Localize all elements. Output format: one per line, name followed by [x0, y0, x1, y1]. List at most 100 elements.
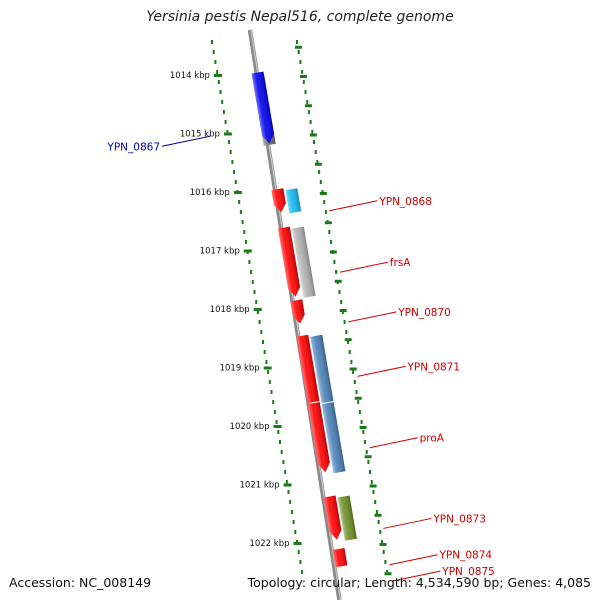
ruler-dot: [381, 540, 383, 544]
gene-label: YPN_0873: [432, 513, 486, 525]
ruler-dot: [231, 160, 234, 164]
ruler-dot: [273, 410, 276, 414]
ruler-tick: [283, 483, 292, 487]
ruler-dot: [265, 360, 268, 364]
ruler-dot: [296, 40, 298, 44]
ruler-dot: [350, 360, 353, 364]
label-leader-line: [161, 135, 211, 147]
tick-label: 1019 kbp: [220, 364, 260, 374]
ruler-minor-tick: [379, 543, 387, 546]
label-leader-line: [348, 311, 397, 323]
ruler-dot: [268, 380, 271, 384]
label-leader-line: [383, 517, 432, 529]
ruler-dot: [248, 260, 251, 264]
ruler-dot: [335, 270, 338, 274]
ruler-tick: [213, 74, 222, 77]
ruler-dot: [348, 350, 351, 354]
label-leader-line: [339, 261, 388, 273]
ruler-dot: [251, 280, 254, 284]
ruler-dot: [333, 260, 336, 264]
ruler-dot: [358, 410, 361, 414]
ruler-dot: [362, 430, 365, 434]
ruler-minor-tick: [324, 221, 332, 225]
ruler-dot: [229, 150, 232, 154]
ruler-dot: [217, 80, 220, 84]
ruler-dot: [297, 550, 300, 554]
ruler-dot: [313, 140, 315, 144]
ruler-dot: [250, 270, 253, 274]
ruler-dot: [304, 90, 307, 94]
ruler-dot: [285, 480, 288, 484]
gene-feature: [323, 495, 342, 540]
tick-label: 1016 kbp: [190, 188, 230, 198]
ruler-dot: [367, 460, 370, 464]
ruler-dot: [234, 180, 237, 184]
gene-feature: [290, 299, 305, 324]
tick-label: 1021 kbp: [240, 481, 280, 491]
ruler-dot: [260, 330, 263, 334]
ruler-dot: [324, 210, 327, 214]
ruler-minor-tick: [364, 455, 372, 459]
ruler-tick: [243, 249, 252, 253]
gene-feature: [277, 226, 301, 297]
ruler-dot: [343, 320, 346, 324]
ruler-minor-tick: [369, 484, 377, 488]
gene-feature: [271, 188, 286, 213]
ruler-dot: [375, 510, 378, 514]
gene-label: YPN_0875: [441, 566, 495, 578]
ruler-minor-tick: [299, 75, 307, 78]
ruler-dot: [292, 520, 295, 524]
ruler-dot: [212, 50, 215, 54]
ruler-dot: [222, 110, 225, 114]
ruler-dot: [263, 350, 266, 354]
ruler-dot: [221, 100, 224, 104]
ruler-tick: [223, 132, 232, 136]
gene-label: YPN_0874: [438, 550, 492, 562]
feature-track: [251, 71, 357, 568]
gene-feature: [321, 402, 346, 474]
ruler-dot: [256, 310, 259, 314]
gene-label: YPN_0867: [106, 141, 160, 153]
ruler-minor-tick: [374, 513, 382, 517]
ruler-dot: [316, 160, 319, 164]
ruler-dot: [272, 400, 275, 404]
ruler-ticks: 1014 kbp 1015 kbp 1016 kbp 1017 kbp 1018 kbp…: [170, 45, 392, 576]
ruler-dot: [219, 90, 222, 94]
ruler-minor-tick: [349, 367, 357, 371]
ruler-dot: [289, 500, 292, 504]
tick-label: 1022 kbp: [249, 539, 289, 549]
ruler-minor-tick: [334, 279, 342, 283]
ruler-dot: [369, 470, 372, 474]
gene-feature: [285, 188, 302, 214]
tick-label: 1017 kbp: [200, 247, 240, 257]
ruler-minor-tick: [339, 309, 347, 312]
gene-feature: [332, 547, 348, 568]
ruler-dot: [267, 370, 270, 374]
ruler-dot: [364, 440, 366, 444]
tick-label: 1015 kbp: [180, 130, 220, 140]
ruler-tick: [273, 425, 282, 428]
ruler-dot: [311, 130, 314, 134]
ruler-dot: [307, 110, 310, 114]
gene-label: proA: [420, 433, 445, 445]
ruler-dot: [290, 510, 293, 514]
ruler-dot: [370, 480, 373, 484]
tick-label: 1014 kbp: [170, 71, 210, 81]
ruler-dot: [384, 560, 387, 564]
ruler-dot: [353, 380, 356, 384]
ruler-dot: [275, 420, 278, 424]
ruler-minor-tick: [294, 45, 302, 49]
ruler-minor-tick: [329, 250, 337, 254]
ruler-minor-tick: [304, 104, 312, 108]
ruler-dot: [216, 70, 219, 74]
ruler-dot: [386, 570, 389, 574]
ruler-dot: [323, 200, 326, 204]
gene-feature: [291, 226, 316, 298]
ruler-dots: [211, 40, 389, 574]
ruler-dot: [377, 520, 380, 524]
ruler-dot: [211, 40, 213, 44]
ruler-dot: [352, 370, 355, 374]
accession-text: Accession: NC_008149: [9, 575, 152, 590]
ruler-dot: [345, 330, 348, 334]
